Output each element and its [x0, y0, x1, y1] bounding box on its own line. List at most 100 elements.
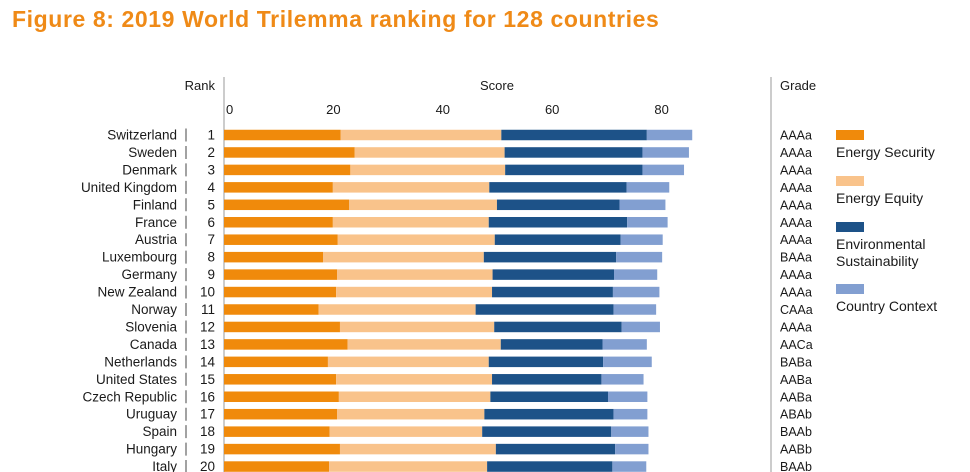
bar-segment — [615, 443, 649, 455]
rank-label: 14 — [200, 354, 216, 369]
country-label: United Kingdom — [81, 180, 177, 195]
rank-label: 19 — [200, 442, 215, 457]
bar-segment — [627, 217, 668, 228]
country-label: Denmark — [122, 162, 177, 177]
rank-label: 8 — [207, 250, 215, 265]
x-axis-ticks: 0 20 40 60 80 — [226, 102, 669, 117]
bar-segment — [494, 234, 621, 245]
bar-segment — [224, 164, 351, 176]
rank-label: 5 — [207, 197, 215, 212]
bar-segment — [323, 251, 484, 263]
bar-segment — [327, 356, 489, 368]
grade-label: BAAb — [780, 425, 812, 439]
grade-label: CAAa — [780, 303, 813, 317]
bar-segment — [612, 461, 647, 472]
legend-swatch — [836, 222, 864, 232]
bar-segment — [616, 251, 663, 263]
bar-segment — [329, 426, 483, 437]
country-label: Switzerland — [107, 128, 177, 143]
grade-label: AAAa — [780, 233, 812, 247]
rank-label: 11 — [201, 302, 215, 317]
column-headers: Rank Score Grade — [185, 78, 817, 93]
bar-segment — [487, 461, 613, 472]
bar-segment — [611, 426, 649, 437]
legend-label: Energy Equity — [836, 190, 923, 206]
bar-segment — [339, 321, 495, 333]
bar-segment — [505, 164, 643, 176]
bar-segment — [482, 426, 612, 437]
bar-segment — [224, 374, 337, 385]
legend-label: Sustainability — [836, 253, 919, 269]
bar-segment — [224, 461, 330, 472]
bar-segment — [224, 356, 328, 368]
bar-segment — [224, 321, 340, 333]
bar-segment — [489, 182, 627, 193]
bar-segment — [224, 391, 339, 402]
bar-segment — [224, 304, 319, 315]
rank-label: 9 — [207, 267, 215, 282]
rank-label: 4 — [207, 180, 215, 195]
country-label: Germany — [121, 267, 177, 282]
bar-segment — [475, 304, 614, 315]
bar-segment — [603, 356, 652, 368]
grade-label: AAAa — [780, 216, 812, 230]
rank-label: 1 — [207, 128, 215, 143]
grade-label: AABa — [780, 373, 812, 387]
rank-label: 6 — [207, 215, 215, 230]
country-label: France — [135, 215, 177, 230]
rank-label: 3 — [207, 162, 215, 177]
rank-label: 18 — [200, 424, 215, 439]
grade-label: BAAa — [780, 251, 812, 265]
x-tick-label: 80 — [654, 102, 668, 117]
country-label: Slovenia — [125, 319, 177, 334]
bar-segment — [613, 304, 657, 315]
country-label: Uruguay — [126, 407, 177, 422]
bar-segment — [339, 443, 496, 455]
bar-segment — [496, 199, 620, 211]
figure-title: Figure 8: 2019 World Trilemma ranking fo… — [12, 6, 660, 32]
country-label: Netherlands — [104, 354, 177, 369]
rank-label: 7 — [207, 232, 215, 247]
bar-segment — [504, 147, 643, 158]
bar-segment — [601, 374, 644, 385]
bar-segment — [340, 129, 502, 141]
bar-segment — [483, 251, 617, 263]
bar-segment — [501, 129, 647, 141]
grade-header: Grade — [780, 78, 816, 93]
rank-label: 17 — [200, 407, 215, 422]
bar-segment — [337, 269, 493, 280]
bar-segment — [646, 129, 693, 141]
country-label: New Zealand — [97, 285, 177, 300]
bar-segment — [602, 339, 647, 350]
rank-label: 10 — [200, 285, 215, 300]
bar-segment — [492, 374, 602, 385]
bar-segment — [332, 217, 489, 228]
row-labels: Switzerland 1 AAAa Sweden 2 AAAa Denmark 3 AAAa U… — [81, 128, 813, 472]
bar-segment — [224, 286, 337, 298]
grade-label: BAAb — [780, 460, 812, 472]
rank-label: 20 — [200, 459, 215, 472]
rank-label: 15 — [200, 372, 215, 387]
country-label: Italy — [152, 459, 177, 472]
grade-label: AAAa — [780, 181, 812, 195]
legend: Energy Security Energy Equity Environmenta… — [836, 130, 937, 314]
bar-segment — [224, 269, 338, 280]
bar-segment — [336, 374, 493, 385]
grade-label: AABa — [780, 390, 812, 404]
bar-segment — [332, 182, 490, 193]
x-tick-label: 20 — [326, 102, 340, 117]
bar-segment — [642, 164, 685, 176]
legend-label: Country Context — [836, 298, 937, 314]
country-label: Austria — [135, 232, 178, 247]
bar-segment — [337, 234, 495, 245]
bar-segment — [349, 199, 497, 211]
bar-segment — [607, 391, 648, 402]
grade-label: AACa — [780, 338, 813, 352]
bar-segment — [500, 339, 603, 350]
grade-label: AAAa — [780, 198, 812, 212]
grade-label: AAAa — [780, 146, 812, 160]
bar-segment — [224, 182, 333, 193]
bar-segment — [642, 147, 689, 158]
bar-segment — [495, 443, 616, 455]
